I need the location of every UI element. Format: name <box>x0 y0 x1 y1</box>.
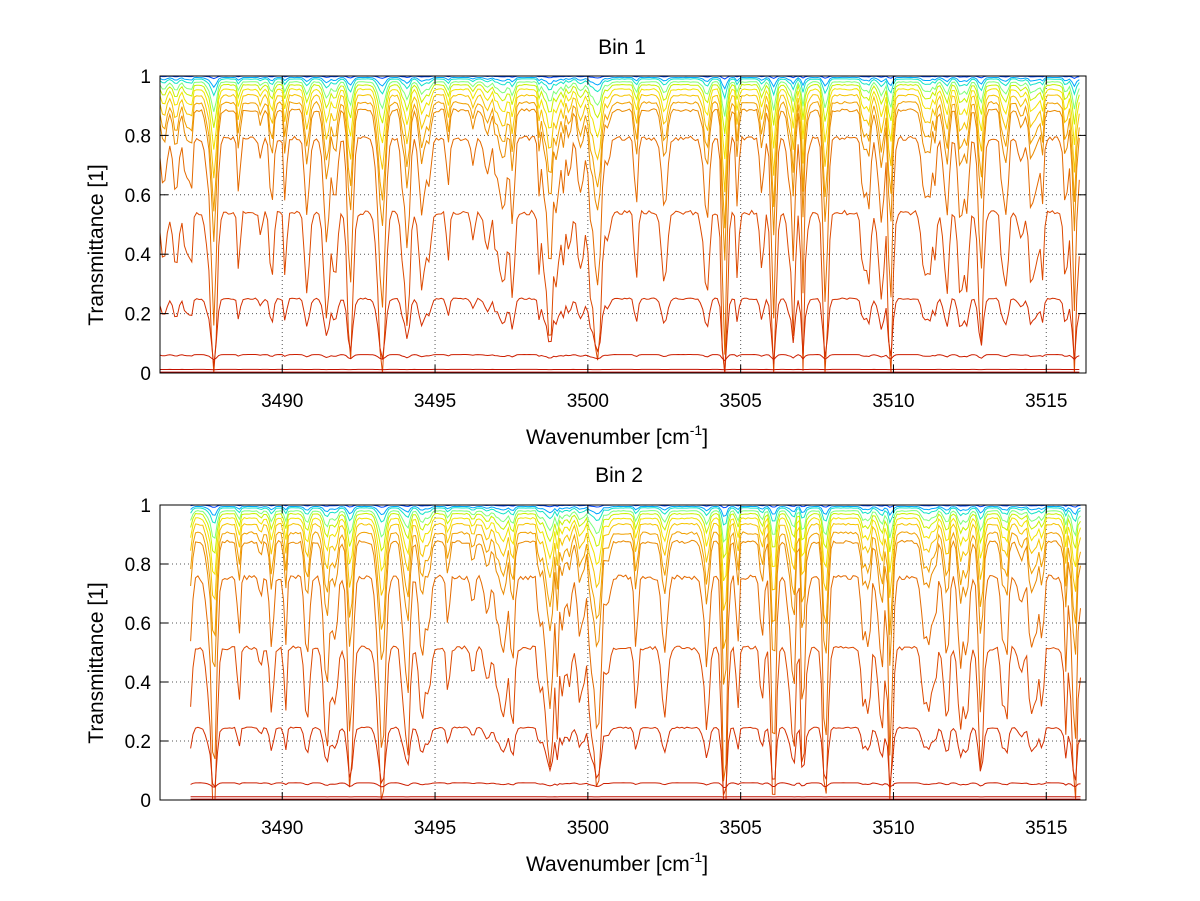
y-tick-label: 0.8 <box>125 555 151 576</box>
plot-title: Bin 1 <box>598 36 646 59</box>
series-line <box>159 93 1080 193</box>
x-axis-label-main: Wavenumber [cm <box>526 853 690 876</box>
y-tick-label: 0.6 <box>125 186 151 207</box>
series-line <box>190 510 1081 543</box>
series-line <box>190 726 1081 796</box>
series-line <box>159 135 1080 355</box>
x-axis-label-main: Wavenumber [cm <box>526 426 690 449</box>
x-tick-label: 3490 <box>261 818 303 839</box>
series-line <box>190 645 1081 801</box>
series-line <box>159 88 1080 160</box>
x-tick-label: 3505 <box>720 391 762 412</box>
x-axis-label-end: ] <box>702 426 708 449</box>
tick-labels: 3490 3495 3500 3505 3510 3515 0 0.2 0.4 0.6 0.8 1 <box>125 67 1086 412</box>
series-line <box>159 353 1080 362</box>
series-line <box>190 531 1081 649</box>
x-tick-label: 3505 <box>720 818 762 839</box>
x-tick-label: 3515 <box>1025 818 1067 839</box>
x-tick-label: 3490 <box>261 391 303 412</box>
series-line <box>159 100 1080 229</box>
axes-frame <box>159 75 1087 374</box>
series-line <box>159 81 1080 117</box>
series-line <box>159 297 1080 374</box>
y-tick-label: 0.6 <box>125 614 151 635</box>
x-axis-label: Wavenumber [cm-1] <box>526 849 708 876</box>
axes-frame <box>159 504 1087 801</box>
series-line <box>159 108 1080 261</box>
y-tick-label: 0.2 <box>125 305 151 326</box>
series-line <box>190 517 1081 582</box>
series-line <box>190 522 1081 611</box>
series-line <box>190 539 1081 685</box>
series-line <box>159 83 1080 135</box>
y-axis-label: Transmittance [1] <box>85 582 108 743</box>
y-tick-label: 0 <box>140 364 151 385</box>
x-tick-label: 3500 <box>567 818 609 839</box>
y-tick-label: 0.8 <box>125 126 151 147</box>
y-tick-label: 0.2 <box>125 732 151 753</box>
y-tick-label: 0 <box>140 791 151 812</box>
series-line <box>190 574 1081 782</box>
x-axis-label-end: ] <box>702 853 708 876</box>
x-tick-label: 3500 <box>567 391 609 412</box>
x-tick-label: 3495 <box>414 391 456 412</box>
subplot-bin-2: Bin 2 3490 3495 3500 3505 3510 3515 0 0.2 0.4 0.6… <box>85 464 1087 876</box>
plot-title: Bin 2 <box>595 464 643 487</box>
series-line <box>190 507 1081 526</box>
x-axis-label: Wavenumber [cm-1] <box>526 422 708 449</box>
x-axis-label-superscript: -1 <box>690 849 703 865</box>
y-tick-label: 0.4 <box>125 245 152 266</box>
x-tick-label: 3495 <box>414 818 456 839</box>
x-tick-label: 3510 <box>872 818 914 839</box>
series-line <box>159 78 1080 100</box>
y-axis-label: Transmittance [1] <box>85 164 108 325</box>
tick-labels: 3490 3495 3500 3505 3510 3515 0 0.2 0.4 0.6 0.8 1 <box>125 496 1086 839</box>
series-line <box>159 209 1080 374</box>
y-tick-label: 1 <box>140 496 151 517</box>
series-line <box>190 505 1081 517</box>
series-line <box>190 512 1081 559</box>
y-tick-label: 1 <box>140 67 151 88</box>
y-tick-label: 0.4 <box>125 673 152 694</box>
series-line <box>159 76 1080 90</box>
x-tick-label: 3515 <box>1025 391 1067 412</box>
x-axis-label-superscript: -1 <box>690 422 703 438</box>
series-line <box>190 782 1081 789</box>
x-tick-label: 3510 <box>872 391 914 412</box>
subplot-bin-1: Bin 1 3490 3495 3500 3505 3510 3515 0 0.2 0.4 0.6… <box>85 36 1087 449</box>
